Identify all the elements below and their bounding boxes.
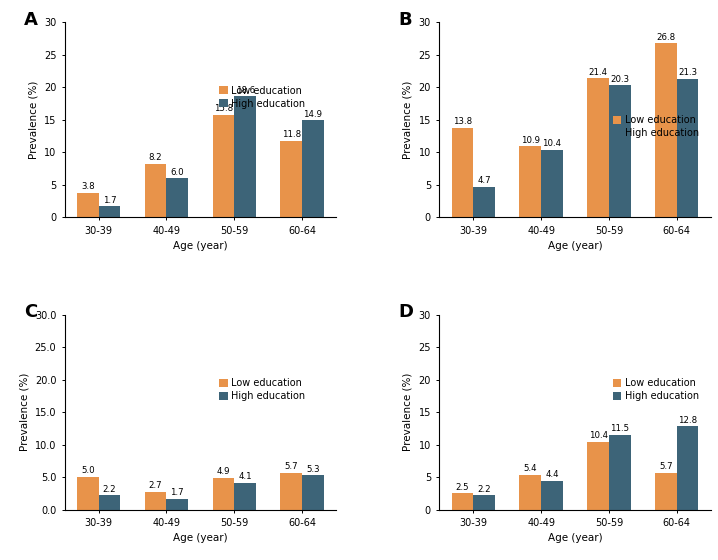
Text: 21.4: 21.4 <box>589 68 607 77</box>
Bar <box>519 147 541 217</box>
Text: 2.2: 2.2 <box>477 485 491 494</box>
Text: 8.2: 8.2 <box>149 153 162 162</box>
Text: 4.4: 4.4 <box>545 470 559 479</box>
Text: 5.4: 5.4 <box>523 464 537 473</box>
Text: B: B <box>398 11 412 29</box>
Bar <box>541 150 563 217</box>
Text: 5.3: 5.3 <box>306 465 320 474</box>
Text: 1.7: 1.7 <box>170 488 184 497</box>
Text: 13.8: 13.8 <box>453 117 472 126</box>
Text: 5.7: 5.7 <box>284 462 298 471</box>
Bar <box>452 493 473 510</box>
Bar <box>145 164 167 217</box>
Text: 6.0: 6.0 <box>170 167 184 177</box>
Bar <box>213 478 234 510</box>
Y-axis label: Prevalence (%): Prevalence (%) <box>403 81 413 159</box>
Legend: Low education, High education: Low education, High education <box>612 378 699 401</box>
Text: 2.7: 2.7 <box>149 482 162 491</box>
Text: 4.9: 4.9 <box>217 467 230 476</box>
Y-axis label: Prevalence (%): Prevalence (%) <box>28 81 38 159</box>
Bar <box>77 193 98 217</box>
Text: 11.5: 11.5 <box>610 424 630 433</box>
Text: 2.5: 2.5 <box>456 483 470 492</box>
Text: A: A <box>24 11 38 29</box>
Bar <box>541 481 563 510</box>
Text: 4.7: 4.7 <box>477 176 491 185</box>
Bar <box>234 96 256 217</box>
Legend: Low education, High education: Low education, High education <box>219 378 306 401</box>
Legend: Low education, High education: Low education, High education <box>612 115 699 138</box>
Text: 18.6: 18.6 <box>236 86 255 95</box>
Bar <box>98 206 121 217</box>
Bar <box>167 178 188 217</box>
Bar <box>655 473 677 510</box>
X-axis label: Age (year): Age (year) <box>173 534 228 544</box>
Bar <box>587 78 609 217</box>
Text: 21.3: 21.3 <box>678 68 697 77</box>
Text: 3.8: 3.8 <box>81 182 95 191</box>
Text: 15.8: 15.8 <box>214 104 233 113</box>
Text: 5.7: 5.7 <box>659 462 673 471</box>
Bar <box>234 483 256 510</box>
Bar <box>302 120 324 217</box>
Bar <box>677 427 699 510</box>
Bar <box>473 186 495 217</box>
Bar <box>609 86 630 217</box>
Text: 2.2: 2.2 <box>103 485 116 494</box>
Y-axis label: Prevalence (%): Prevalence (%) <box>403 373 413 451</box>
Bar <box>609 435 630 510</box>
X-axis label: Age (year): Age (year) <box>548 241 602 251</box>
Text: 1.7: 1.7 <box>103 195 116 204</box>
Bar <box>677 79 699 217</box>
Text: C: C <box>24 303 37 321</box>
Legend: Low education, High education: Low education, High education <box>219 86 306 109</box>
Y-axis label: Prevalence (%): Prevalence (%) <box>19 373 29 451</box>
Text: 11.8: 11.8 <box>281 130 301 139</box>
Bar <box>281 141 302 217</box>
X-axis label: Age (year): Age (year) <box>173 241 228 251</box>
Text: 14.9: 14.9 <box>304 110 322 119</box>
Bar <box>587 442 609 510</box>
Text: 5.0: 5.0 <box>81 466 95 475</box>
Text: 10.4: 10.4 <box>542 139 561 148</box>
Bar <box>98 495 121 510</box>
Bar <box>145 492 167 510</box>
Text: D: D <box>398 303 414 321</box>
Bar <box>519 474 541 510</box>
Text: 20.3: 20.3 <box>610 75 630 84</box>
Text: 4.1: 4.1 <box>238 472 252 482</box>
Text: 26.8: 26.8 <box>656 32 676 41</box>
Bar <box>213 115 234 217</box>
Text: 12.8: 12.8 <box>678 416 697 425</box>
Bar <box>167 498 188 510</box>
Bar <box>302 475 324 510</box>
Text: 10.4: 10.4 <box>589 431 607 440</box>
Bar <box>77 477 98 510</box>
Bar <box>281 473 302 510</box>
Bar <box>473 495 495 510</box>
Text: 10.9: 10.9 <box>521 136 540 145</box>
Bar <box>452 128 473 217</box>
Bar <box>655 43 677 217</box>
X-axis label: Age (year): Age (year) <box>548 534 602 544</box>
